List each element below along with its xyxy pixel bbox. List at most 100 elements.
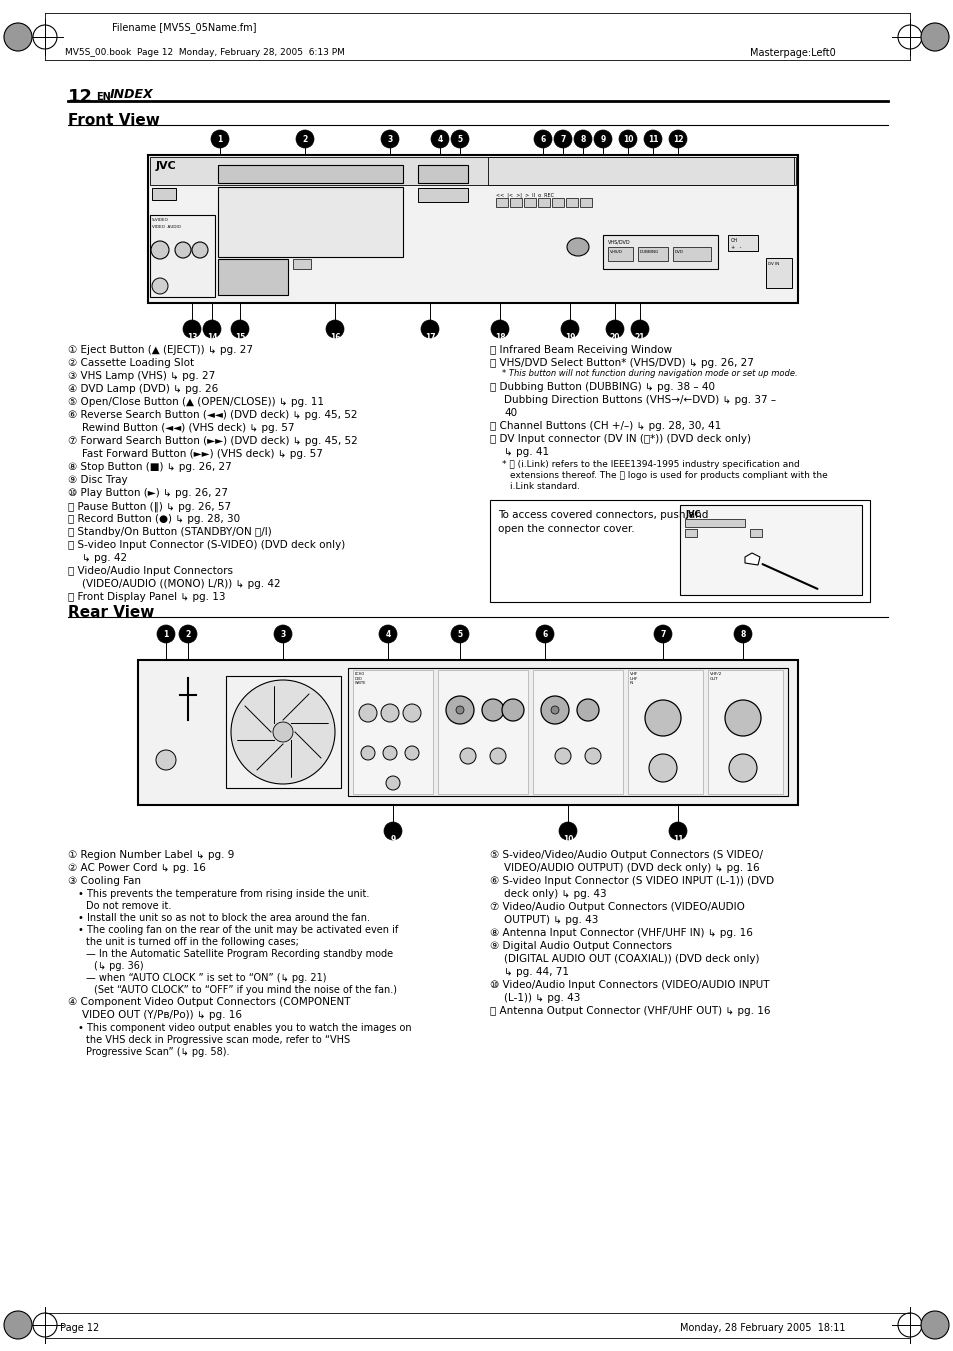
Polygon shape	[744, 553, 760, 565]
Text: ↳ pg. 42: ↳ pg. 42	[82, 553, 127, 563]
Text: ⑨ Digital Audio Output Connectors: ⑨ Digital Audio Output Connectors	[490, 942, 671, 951]
Circle shape	[326, 320, 344, 338]
Circle shape	[384, 821, 401, 840]
Text: 13: 13	[187, 332, 197, 342]
Circle shape	[491, 320, 509, 338]
Text: * Ⓒ (i.Link) refers to the IEEE1394-1995 industry specification and: * Ⓒ (i.Link) refers to the IEEE1394-1995…	[501, 459, 799, 469]
Text: ECHO
DVD
WRITE: ECHO DVD WRITE	[355, 671, 366, 685]
Text: ⑧ Stop Button (■) ↳ pg. 26, 27: ⑧ Stop Button (■) ↳ pg. 26, 27	[68, 462, 232, 471]
Text: (L-1)) ↳ pg. 43: (L-1)) ↳ pg. 43	[503, 993, 579, 1002]
Bar	[765, 258, 791, 288]
Bar	[138, 661, 797, 805]
Text: ⒳ Infrared Beam Receiving Window: ⒳ Infrared Beam Receiving Window	[490, 345, 672, 355]
Circle shape	[4, 23, 32, 51]
Text: ⑤ Open/Close Button (▲ (OPEN/CLOSE)) ↳ pg. 11: ⑤ Open/Close Button (▲ (OPEN/CLOSE)) ↳ p…	[68, 397, 324, 407]
Circle shape	[920, 1310, 948, 1339]
Text: VHS/D: VHS/D	[609, 250, 622, 254]
Bar	[749, 530, 761, 536]
Circle shape	[618, 130, 637, 149]
Circle shape	[151, 240, 169, 259]
Text: S-VIDEO: S-VIDEO	[152, 218, 169, 222]
Text: Front View: Front View	[68, 113, 160, 128]
Text: 12: 12	[672, 135, 682, 145]
Bar	[679, 505, 862, 594]
Circle shape	[192, 242, 208, 258]
Text: ⑤ S-video/Video/Audio Output Connectors (S VIDEO/: ⑤ S-video/Video/Audio Output Connectors …	[490, 850, 762, 861]
Bar	[627, 670, 702, 794]
Text: Masterpage:Left0: Masterpage:Left0	[749, 49, 835, 58]
Text: +   -: + -	[730, 245, 740, 250]
Circle shape	[501, 698, 523, 721]
Bar	[148, 155, 797, 303]
Circle shape	[152, 278, 168, 295]
Text: VIDEO OUT (Y/Pʙ/Pᴏ)) ↳ pg. 16: VIDEO OUT (Y/Pʙ/Pᴏ)) ↳ pg. 16	[82, 1011, 242, 1020]
Bar	[523, 199, 536, 207]
Circle shape	[536, 626, 554, 643]
Circle shape	[231, 680, 335, 784]
Circle shape	[446, 696, 474, 724]
Circle shape	[179, 626, 196, 643]
Text: (VIDEO/AUDIO ((MONO) L/R)) ↳ pg. 42: (VIDEO/AUDIO ((MONO) L/R)) ↳ pg. 42	[82, 580, 280, 589]
Text: ⑪ Pause Button (‖) ↳ pg. 26, 57: ⑪ Pause Button (‖) ↳ pg. 26, 57	[68, 501, 231, 512]
Text: (Set “AUTO CLOCK” to “OFF” if you mind the noise of the fan.): (Set “AUTO CLOCK” to “OFF” if you mind t…	[94, 985, 396, 994]
Bar	[226, 676, 340, 788]
Circle shape	[431, 130, 449, 149]
Text: • This component video output enables you to watch the images on: • This component video output enables yo…	[78, 1023, 411, 1034]
Circle shape	[648, 754, 677, 782]
Text: 9: 9	[390, 835, 395, 844]
Text: open the connector cover.: open the connector cover.	[497, 524, 634, 534]
Circle shape	[554, 130, 572, 149]
Text: ⑩ Play Button (►) ↳ pg. 26, 27: ⑩ Play Button (►) ↳ pg. 26, 27	[68, 488, 228, 499]
Text: 5: 5	[456, 135, 462, 145]
Text: ⑭ S-video Input Connector (S-VIDEO) (DVD deck only): ⑭ S-video Input Connector (S-VIDEO) (DVD…	[68, 540, 345, 550]
Text: 4: 4	[436, 135, 442, 145]
Bar	[152, 188, 175, 200]
Text: To access covered connectors, push and: To access covered connectors, push and	[497, 509, 708, 520]
Text: Rewind Button (◄◄) (VHS deck) ↳ pg. 57: Rewind Button (◄◄) (VHS deck) ↳ pg. 57	[82, 423, 294, 434]
Circle shape	[402, 704, 420, 721]
Text: VHS/DVD: VHS/DVD	[607, 239, 630, 245]
Circle shape	[386, 775, 399, 790]
Circle shape	[551, 707, 558, 713]
Text: 1: 1	[217, 135, 222, 145]
Text: VIDEO/AUDIO OUTPUT) (DVD deck only) ↳ pg. 16: VIDEO/AUDIO OUTPUT) (DVD deck only) ↳ pg…	[503, 863, 759, 873]
Bar	[672, 247, 710, 261]
Text: 12: 12	[68, 88, 92, 105]
Text: 15: 15	[234, 332, 245, 342]
Text: ⑪ Antenna Output Connector (VHF/UHF OUT) ↳ pg. 16: ⑪ Antenna Output Connector (VHF/UHF OUT)…	[490, 1006, 770, 1016]
Circle shape	[456, 707, 463, 713]
Circle shape	[560, 320, 578, 338]
Bar	[707, 670, 782, 794]
Bar	[552, 199, 563, 207]
Bar	[150, 215, 214, 297]
Text: 21: 21	[634, 332, 644, 342]
Text: ⑦ Forward Search Button (►►) (DVD deck) ↳ pg. 45, 52: ⑦ Forward Search Button (►►) (DVD deck) …	[68, 436, 357, 446]
Text: ↳ pg. 41: ↳ pg. 41	[503, 447, 549, 457]
Text: 10: 10	[562, 835, 573, 844]
Text: Progressive Scan” (↳ pg. 58).: Progressive Scan” (↳ pg. 58).	[86, 1047, 230, 1056]
Bar	[218, 186, 402, 257]
Text: MV5S_00.book  Page 12  Monday, February 28, 2005  6:13 PM: MV5S_00.book Page 12 Monday, February 28…	[65, 49, 345, 57]
Bar	[490, 500, 869, 603]
Text: the VHS deck in Progressive scan mode, refer to “VHS: the VHS deck in Progressive scan mode, r…	[86, 1035, 350, 1046]
Text: DVD: DVD	[675, 250, 683, 254]
Bar	[565, 199, 578, 207]
Bar	[607, 247, 633, 261]
Text: Do not remove it.: Do not remove it.	[86, 901, 172, 911]
Text: ⑨ Disc Tray: ⑨ Disc Tray	[68, 476, 128, 485]
Bar	[417, 188, 468, 203]
Circle shape	[360, 746, 375, 761]
Text: 19: 19	[564, 332, 575, 342]
Text: 1: 1	[163, 630, 169, 639]
Text: 18: 18	[495, 332, 505, 342]
Bar	[727, 235, 758, 251]
Text: ⑬ Standby/On Button (STANDBY/ON ⏻/I): ⑬ Standby/On Button (STANDBY/ON ⏻/I)	[68, 527, 272, 536]
Circle shape	[420, 320, 438, 338]
Text: ⑥ S-video Input Connector (S VIDEO INPUT (L-1)) (DVD: ⑥ S-video Input Connector (S VIDEO INPUT…	[490, 875, 773, 886]
Bar	[537, 199, 550, 207]
Text: 40: 40	[503, 408, 517, 417]
Circle shape	[273, 721, 293, 742]
Bar	[684, 519, 744, 527]
Text: EN: EN	[96, 92, 111, 101]
Text: DUBBING: DUBBING	[639, 250, 659, 254]
